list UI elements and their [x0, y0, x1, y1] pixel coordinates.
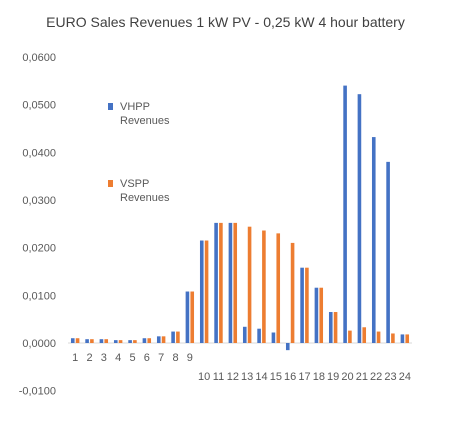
x-tick-label: 6	[144, 352, 150, 364]
y-tick-label: 0,0300	[22, 195, 56, 207]
bar-vhpp-15	[271, 332, 276, 343]
bar-vhpp-10	[199, 240, 204, 343]
x-tick-label: 21	[356, 371, 368, 383]
bars	[70, 85, 410, 351]
x-tick-label: 18	[313, 371, 325, 383]
bar-vhpp-13	[242, 326, 247, 343]
x-tick-label: 22	[370, 371, 382, 383]
bar-vhpp-2	[85, 339, 89, 343]
bar-vhpp-23	[386, 161, 390, 343]
bar-vhpp-3	[99, 339, 104, 343]
legend-label-vhpp: VHPP Revenues	[120, 101, 170, 127]
x-tick-label: 9	[187, 352, 193, 364]
bar-vspp-4	[118, 340, 123, 343]
chart-title: EURO Sales Revenues 1 kW PV - 0,25 kW 4 …	[46, 14, 405, 30]
y-tick-label: -0,0100	[19, 386, 56, 398]
bar-vhpp-17	[300, 267, 304, 343]
y-tick-label: 0,0000	[22, 338, 56, 350]
bar-vhpp-16	[285, 343, 290, 351]
x-tick-label: 1	[72, 352, 78, 364]
bar-vhpp-21	[357, 94, 362, 344]
x-tick-label: 8	[172, 352, 178, 364]
x-tick-label: 12	[227, 371, 239, 383]
bar-vhpp-19	[328, 312, 333, 343]
bar-vspp-10	[204, 240, 209, 343]
bar-vspp-17	[305, 267, 309, 343]
y-tick-label: 0,0400	[22, 147, 56, 159]
bar-vhpp-12	[228, 222, 233, 343]
x-tick-label: 4	[115, 352, 121, 364]
x-tick-label: 16	[284, 371, 296, 383]
legend-swatch-vspp	[108, 180, 113, 187]
bar-vhpp-1	[70, 338, 75, 343]
bar-vspp-24	[405, 334, 410, 343]
legend-entry-vspp: VSPP Revenues	[108, 177, 198, 207]
y-axis-tick-labels: -0,0100 0,0000 0,0100 0,0200 0,0300 0,0400 0,0…	[19, 52, 56, 398]
bar-vspp-18	[319, 287, 324, 343]
bar-vspp-14	[262, 230, 266, 343]
bar-vhpp-24	[400, 334, 405, 343]
x-tick-label: 14	[255, 371, 267, 383]
bar-vspp-12	[233, 222, 238, 343]
legend-swatch-vhpp	[108, 103, 113, 110]
y-tick-label: 0,0600	[22, 52, 56, 64]
x-tick-label: 19	[327, 371, 339, 383]
x-tick-label: 15	[270, 371, 282, 383]
bar-vspp-8	[176, 331, 180, 343]
bar-vhpp-6	[142, 338, 147, 343]
bar-vhpp-5	[128, 340, 132, 343]
bar-vspp-21	[362, 327, 367, 343]
bar-vspp-22	[376, 331, 381, 343]
bar-vhpp-11	[214, 222, 218, 343]
bar-vspp-11	[219, 222, 223, 343]
bar-vspp-2	[90, 339, 94, 343]
x-tick-label: 10	[198, 371, 210, 383]
bar-vhpp-20	[343, 85, 347, 343]
bar-vspp-20	[348, 330, 352, 343]
x-tick-label: 23	[384, 371, 396, 383]
legend-label-vspp: VSPP Revenues	[120, 178, 170, 204]
bar-vspp-19	[333, 312, 338, 343]
bar-vspp-6	[147, 338, 152, 343]
x-tick-label: 24	[399, 371, 411, 383]
x-tick-label: 11	[213, 371, 224, 383]
x-tick-label: 17	[298, 371, 310, 383]
y-tick-label: 0,0500	[22, 100, 56, 112]
bar-vspp-23	[391, 333, 395, 343]
x-tick-label: 2	[86, 352, 92, 364]
bar-vspp-1	[75, 338, 80, 343]
bar-vhpp-8	[171, 331, 175, 343]
bar-vspp-15	[276, 233, 281, 343]
bar-vhpp-4	[113, 340, 118, 343]
bar-vspp-3	[104, 339, 109, 343]
y-tick-label: 0,0200	[22, 243, 56, 255]
x-tick-label: 20	[341, 371, 353, 383]
x-axis-tick-labels: 1 2 3 4 5 6 7 8 910 11 12 13 14 15 16 17 18 19 20 21 22 23 24	[72, 352, 411, 383]
x-tick-label: 5	[129, 352, 135, 364]
bar-vspp-13	[247, 226, 252, 343]
bar-vhpp-9	[185, 291, 190, 343]
bar-vspp-7	[161, 336, 166, 343]
x-tick-label: 7	[158, 352, 164, 364]
legend-entry-vhpp: VHPP Revenues	[108, 100, 198, 130]
bar-vspp-9	[190, 291, 195, 343]
bar-vspp-16	[290, 242, 295, 343]
bar-vhpp-7	[156, 336, 161, 343]
bar-vspp-5	[133, 340, 137, 343]
bar-vhpp-22	[371, 137, 376, 343]
x-tick-label: 3	[101, 352, 107, 364]
y-tick-label: 0,0100	[22, 290, 56, 302]
x-tick-label: 13	[241, 371, 253, 383]
bar-vhpp-14	[257, 328, 261, 343]
bar-vhpp-18	[314, 287, 319, 343]
